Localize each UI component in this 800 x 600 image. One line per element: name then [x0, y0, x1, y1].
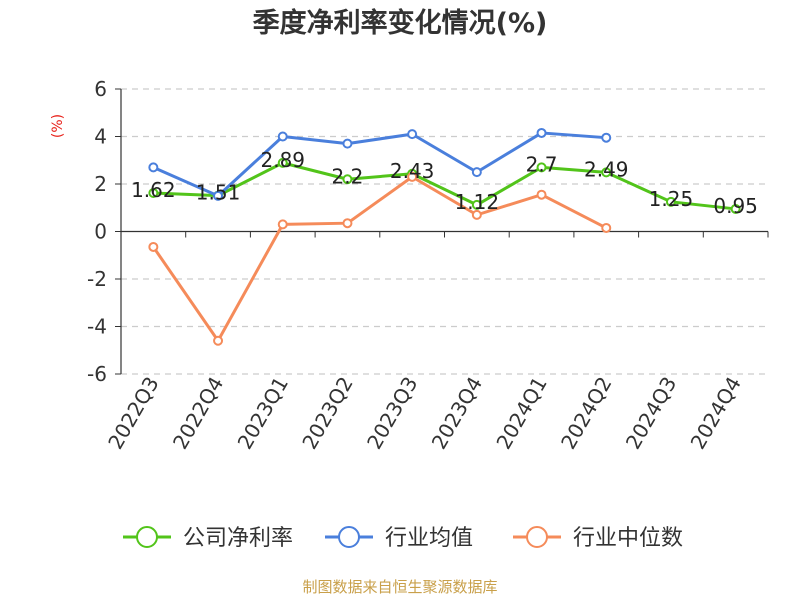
- series-line: [152, 131, 607, 198]
- data-point: [277, 219, 288, 230]
- unit-label: (%): [50, 114, 66, 138]
- data-point: [471, 167, 482, 178]
- legend-item[interactable]: 行业均值: [325, 526, 473, 551]
- data-point: [471, 209, 482, 220]
- x-tick-label: 2023Q1: [233, 373, 293, 454]
- data-label: 2.43: [390, 159, 435, 183]
- data-point: [213, 335, 224, 346]
- x-tick-label: 2023Q4: [427, 372, 487, 453]
- legend-item[interactable]: 公司净利率: [123, 526, 293, 551]
- y-tick-label: -2: [87, 267, 107, 291]
- data-point: [730, 203, 741, 214]
- x-tick-label: 2024Q4: [686, 373, 746, 454]
- data-point: [601, 167, 612, 178]
- data-point: [601, 132, 612, 143]
- x-tick-label: 2024Q3: [621, 373, 681, 454]
- data-point: [601, 222, 612, 233]
- x-tick-label: 2022Q3: [103, 373, 163, 454]
- legend-label: 行业中位数: [573, 526, 683, 551]
- x-tick-label: 2024Q2: [556, 373, 616, 454]
- x-tick-label: 2024Q1: [491, 373, 551, 454]
- x-tick-label: 2022Q4: [168, 373, 228, 454]
- x-tick-label: 2023Q2: [297, 373, 357, 454]
- series-line: [152, 175, 607, 343]
- series-lines: [148, 127, 741, 346]
- data-point: [148, 188, 159, 199]
- data-point: [407, 171, 418, 182]
- data-point: [407, 129, 418, 140]
- data-point: [471, 199, 482, 210]
- data-label: 0.95: [713, 194, 758, 218]
- legend-label: 公司净利率: [183, 526, 293, 551]
- data-label: 1.25: [649, 187, 694, 211]
- data-point: [536, 189, 547, 200]
- data-labels: 1.62 1.51 2.89 2.2 2.43 1.12 2.7 2.49 1.25 0.95: [131, 148, 758, 218]
- y-tick-label: -6: [87, 362, 107, 386]
- data-point: [277, 131, 288, 142]
- legend-swatch-marker: [136, 526, 158, 548]
- data-point: [536, 127, 547, 138]
- data-label: 1.51: [196, 181, 241, 205]
- data-point: [342, 138, 353, 149]
- chart-title: 季度净利率变化情况(%): [253, 7, 548, 39]
- data-label: 2.89: [260, 148, 305, 172]
- data-point: [536, 162, 547, 173]
- y-tick-label: -4: [87, 315, 107, 339]
- data-label: 2.49: [584, 157, 629, 181]
- legend-swatch-marker: [338, 526, 360, 548]
- data-point: [342, 174, 353, 185]
- y-tick-label: 2: [94, 172, 107, 196]
- data-label: 1.62: [131, 178, 176, 202]
- x-tick-label: 2023Q3: [362, 373, 422, 454]
- legend-item[interactable]: 行业中位数: [513, 526, 683, 551]
- y-tick-label: 6: [94, 77, 107, 101]
- data-label: 2.2: [332, 164, 364, 188]
- legend-label: 行业均值: [385, 526, 473, 551]
- legend-swatch-marker: [526, 526, 548, 548]
- data-point: [148, 241, 159, 252]
- series-line: [153, 161, 736, 211]
- data-source-note: 制图数据来自恒生聚源数据库: [302, 578, 497, 596]
- y-tick-label: 0: [94, 220, 107, 244]
- data-point: [213, 190, 224, 201]
- data-point: [148, 162, 159, 173]
- legend: 公司净利率 行业均值 行业中位数: [123, 526, 683, 551]
- data-point: [665, 196, 676, 207]
- data-point: [342, 218, 353, 229]
- data-point: [277, 157, 288, 168]
- data-label: 2.7: [526, 152, 558, 176]
- y-tick-label: 4: [94, 125, 107, 149]
- grid-lines: [121, 88, 768, 375]
- data-label: 1.12: [455, 190, 500, 214]
